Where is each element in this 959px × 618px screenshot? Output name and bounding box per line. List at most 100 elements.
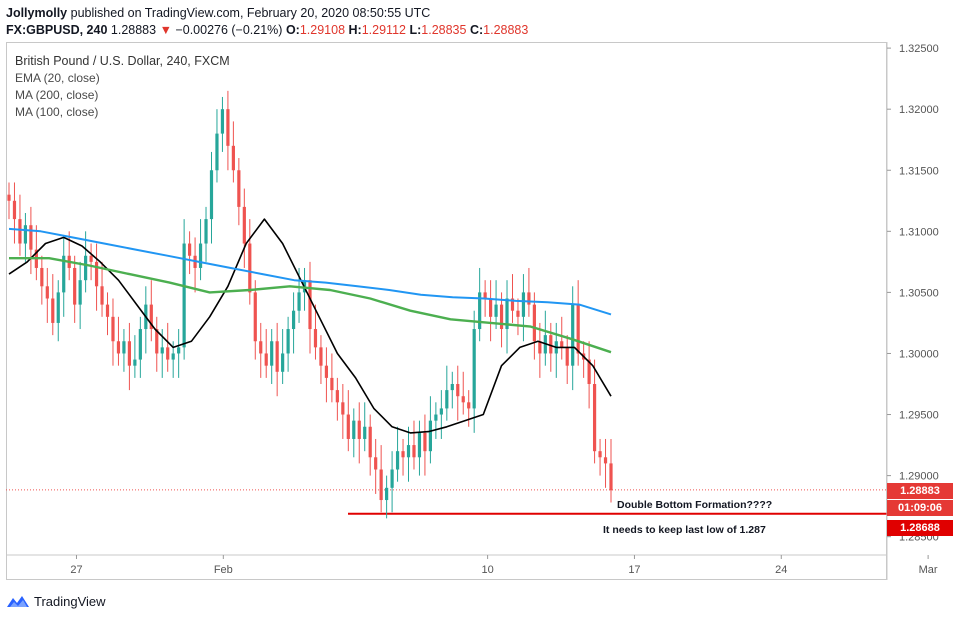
- down-arrow-icon: ▼: [159, 23, 172, 37]
- candle-body: [352, 420, 356, 439]
- candle-body: [12, 200, 17, 220]
- time-tick-label: 24: [775, 564, 787, 576]
- candle-body: [598, 451, 602, 458]
- candle-body: [62, 255, 66, 293]
- time-axis[interactable]: 27 Feb 10 17 24 Mar: [6, 554, 938, 576]
- candle-body: [335, 390, 339, 403]
- candle-body: [78, 280, 82, 305]
- candle-body: [237, 170, 241, 207]
- symbol-label: FX:GBPUSD, 240: [6, 23, 108, 37]
- candle-body: [494, 304, 498, 317]
- support-line-group: [6, 489, 887, 515]
- candle-body: [259, 341, 263, 354]
- candle-body: [220, 109, 225, 134]
- candle-body: [587, 359, 591, 384]
- low-label: L:: [409, 23, 422, 37]
- candle-body: [510, 298, 515, 311]
- chart-header: Jollymolly published on TradingView.com,…: [6, 4, 953, 40]
- candle-body: [467, 402, 471, 409]
- legend-title[interactable]: British Pound / U.S. Dollar, 240, FXCM: [15, 54, 230, 68]
- legend-ma100[interactable]: MA (100, close): [15, 105, 99, 119]
- high-label: H:: [348, 23, 362, 37]
- candle-body: [478, 292, 482, 330]
- candle-body: [177, 347, 181, 354]
- footer: TradingView: [6, 590, 106, 612]
- candle-body: [445, 390, 449, 409]
- candle-body: [390, 469, 394, 488]
- candle-body: [116, 341, 121, 354]
- candle-body: [379, 469, 383, 501]
- candle-body: [155, 329, 159, 354]
- candle-body: [94, 261, 99, 287]
- candle-body: [231, 145, 235, 171]
- candle-body: [532, 304, 536, 342]
- candle-body: [149, 304, 153, 330]
- candle-body: [56, 292, 60, 323]
- candle-body: [330, 377, 334, 391]
- time-tick-label: Mar: [919, 564, 938, 576]
- candle-body: [439, 408, 443, 415]
- open-value: 1.29108: [299, 23, 346, 37]
- candle-body: [549, 335, 553, 354]
- candle-body: [188, 243, 192, 256]
- candle-body: [324, 365, 329, 378]
- author-name[interactable]: Jollymolly: [6, 6, 68, 20]
- indicator-lines: [8, 218, 612, 434]
- candle-body: [571, 304, 575, 366]
- candle-body: [395, 451, 400, 470]
- time-tick-label: 27: [70, 564, 82, 576]
- candle-body: [434, 414, 438, 421]
- candle-body: [521, 292, 526, 317]
- candle-body: [450, 384, 454, 391]
- candle-body: [281, 353, 285, 372]
- last-price-tag: 1.28883: [887, 483, 953, 499]
- high-value: 1.29112: [361, 23, 406, 37]
- tradingview-logo-icon: [7, 596, 29, 607]
- candle-body: [313, 329, 318, 348]
- candle-body: [23, 225, 28, 244]
- candle-body: [456, 384, 460, 397]
- legend-ma200[interactable]: MA (200, close): [15, 88, 99, 102]
- candle-body: [40, 267, 44, 287]
- close-value: 1.28883: [483, 23, 529, 37]
- candle-body: [576, 304, 580, 354]
- candle-body: [368, 426, 372, 458]
- candles[interactable]: [7, 90, 613, 519]
- price-tick-label: 1.31000: [899, 226, 939, 238]
- candle-body: [499, 304, 504, 330]
- candle-body: [182, 243, 186, 348]
- candle-body: [406, 445, 411, 458]
- candle-body: [242, 206, 246, 244]
- candle-body: [133, 359, 137, 366]
- candle-body: [226, 109, 230, 146]
- candle-body: [357, 420, 361, 439]
- candle-body: [45, 286, 49, 299]
- candle-body: [428, 420, 432, 452]
- candle-body: [18, 219, 22, 244]
- candle-body: [472, 329, 476, 409]
- candle-body: [401, 451, 405, 458]
- candle-body: [489, 298, 493, 317]
- low-value: 1.28835: [421, 23, 467, 37]
- ohlc-line: FX:GBPUSD, 240 1.28883 ▼ −0.00276 (−0.21…: [6, 23, 528, 37]
- candle-body: [264, 353, 268, 366]
- candle-body: [29, 225, 33, 250]
- double-bottom-annotation[interactable]: Double Bottom Formation????: [617, 499, 772, 511]
- candle-body: [385, 487, 389, 501]
- candle-body: [89, 255, 93, 262]
- candle-body: [270, 341, 274, 366]
- legend-ema[interactable]: EMA (20, close): [15, 71, 100, 85]
- time-tick-label: Feb: [214, 564, 233, 576]
- support-price-tag: 1.28688: [887, 520, 953, 536]
- candle-body: [105, 304, 110, 317]
- candle-body: [560, 341, 564, 348]
- candle-body: [346, 414, 350, 439]
- candle-body: [341, 402, 345, 415]
- price-tick-label: 1.29000: [899, 471, 939, 483]
- brand-label[interactable]: TradingView: [34, 593, 106, 609]
- keep-low-annotation[interactable]: It needs to keep last low of 1.287: [603, 524, 766, 536]
- candle-body: [138, 329, 142, 360]
- candle-body: [215, 133, 219, 171]
- candle-body: [505, 298, 509, 330]
